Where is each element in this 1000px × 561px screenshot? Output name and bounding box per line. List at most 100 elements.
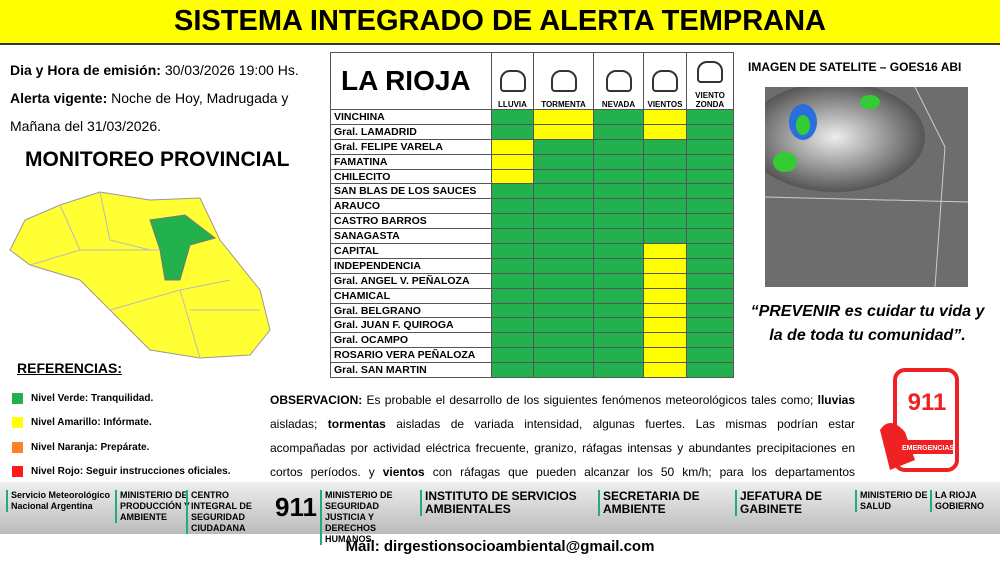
phone-icon: 911 EMERGENCIAS [880, 368, 959, 472]
alert-cell [643, 287, 687, 304]
reference-item: Nivel Naranja: Prepárate. [12, 435, 231, 460]
title: SISTEMA INTEGRADO DE ALERTA TEMPRANA [0, 0, 1000, 45]
alert-cell [686, 243, 734, 259]
alert-cell [686, 228, 734, 245]
alert-cell [686, 183, 734, 200]
alert-cell [491, 109, 534, 125]
department-name: Gral. ANGEL V. PEÑALOZA [330, 272, 492, 289]
table-row: CHAMICAL [330, 287, 734, 304]
alert-cell [643, 138, 687, 155]
alert-cell [593, 257, 644, 274]
alert-cell [533, 317, 594, 334]
alert-cell [491, 168, 534, 185]
department-name: SAN BLAS DE LOS SAUCES [330, 183, 492, 200]
footer-logo: CENTRO INTEGRAL DE SEGURIDAD CIUDADANA [186, 490, 276, 534]
phone-number: 911 [908, 389, 947, 416]
alert-cell [491, 138, 534, 155]
footer-logo: MINISTERIO DE SALUD [855, 490, 935, 512]
footer-logo: SECRETARIA DE AMBIENTE [598, 490, 733, 516]
alert-cell [643, 153, 687, 170]
observation-text: tormentas [327, 417, 386, 431]
alert-cell [643, 302, 687, 319]
weather-icon [550, 70, 577, 92]
alert-cell [491, 243, 534, 259]
alert-cell [643, 272, 687, 289]
observation-text: OBSERVACION: [270, 393, 363, 407]
table-row: CASTRO BARROS [330, 213, 734, 230]
alert-cell [533, 302, 594, 319]
table-row: Gral. JUAN F. QUIROGA [330, 317, 734, 334]
alert-cell [643, 168, 687, 185]
department-name: CHAMICAL [330, 287, 492, 304]
alert-cell [593, 109, 644, 125]
alert-cell [593, 272, 644, 289]
department-name: Gral. LAMADRID [330, 123, 492, 140]
weather-icon [499, 70, 526, 92]
alert-cell [533, 198, 594, 215]
observation-text: Es probable el desarrollo de los siguien… [362, 393, 818, 407]
column-header: VIENTO ZONDA [686, 52, 734, 110]
table-row: Gral. ANGEL V. PEÑALOZA [330, 272, 734, 289]
alert-cell [686, 109, 734, 125]
table-title: LA RIOJA [330, 52, 492, 110]
alert-cell [643, 347, 687, 364]
alert-cell [593, 317, 644, 334]
alert-cell [686, 198, 734, 215]
alert-cell [491, 362, 534, 379]
column-header: LLUVIA [491, 52, 534, 110]
alert-cell [491, 332, 534, 349]
footer: Servicio Meteorológico Nacional Argentin… [0, 482, 1000, 545]
observation-text: aisladas de variada intensidad, algunas … [270, 417, 855, 479]
weather-icon [605, 70, 632, 92]
alert-cell [643, 243, 687, 259]
weather-icon [697, 61, 723, 83]
table-row: VINCHINA [330, 109, 734, 125]
column-header: VIENTOS [643, 52, 687, 110]
department-name: FAMATINA [330, 153, 492, 170]
alert-cell [491, 302, 534, 319]
references-title: REFERENCIAS: [17, 360, 123, 376]
alert-cell [593, 153, 644, 170]
alert-cell [643, 198, 687, 215]
alert-cell [533, 213, 594, 230]
alert-cell [686, 257, 734, 274]
alert-cell [686, 347, 734, 364]
observation-text: aisladas; [270, 417, 328, 431]
alert-cell [533, 257, 594, 274]
table-row: Gral. LAMADRID [330, 123, 734, 140]
alert-cell [593, 123, 644, 140]
alert-cell [593, 183, 644, 200]
reference-label: Nivel Rojo: Seguir instrucciones oficial… [31, 466, 231, 478]
alert-cell [686, 168, 734, 185]
department-name: CASTRO BARROS [330, 213, 492, 230]
alert-cell [533, 347, 594, 364]
column-label: NEVADA [601, 100, 636, 109]
alert-cell [686, 272, 734, 289]
alert-cell [643, 228, 687, 245]
reference-swatch [12, 417, 23, 429]
alert-cell [491, 272, 534, 289]
table-row: INDEPENDENCIA [330, 257, 734, 274]
department-name: Gral. FELIPE VARELA [330, 138, 492, 155]
weather-icon [652, 70, 678, 92]
column-label: VIENTOS [647, 100, 683, 109]
alert-cell [593, 332, 644, 349]
department-name: VINCHINA [330, 109, 492, 125]
observation: OBSERVACION: Es probable el desarrollo d… [270, 388, 855, 508]
mail: Mail: dirgestionsocioambiental@gmail.com [345, 538, 655, 555]
phone-label: EMERGENCIAS [902, 445, 954, 452]
satellite-image [765, 87, 968, 287]
table-row: Gral. SAN MARTIN [330, 362, 734, 379]
department-name: INDEPENDENCIA [330, 257, 492, 274]
references: Nivel Verde: Tranquilidad. Nivel Amarillo… [12, 386, 231, 484]
alert-cell [491, 123, 534, 140]
alert-table: LA RIOJA LLUVIA TORMENTA NEVADA VIENTOS VIENT… [330, 52, 734, 379]
alert-cell [533, 243, 594, 259]
alert-cell [533, 362, 594, 379]
table-row: Gral. BELGRANO [330, 302, 734, 319]
alert-cell [686, 138, 734, 155]
alert-cell [643, 362, 687, 379]
table-row: SAN BLAS DE LOS SAUCES [330, 183, 734, 200]
alert-cell [533, 109, 594, 125]
reference-label: Nivel Amarillo: Infórmate. [31, 417, 152, 429]
